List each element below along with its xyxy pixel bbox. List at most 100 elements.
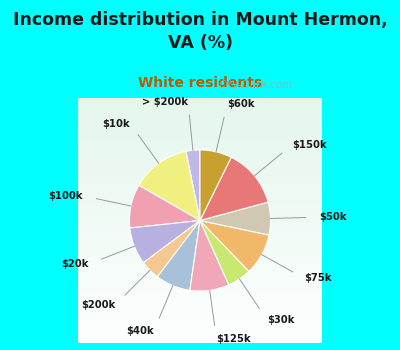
Wedge shape bbox=[200, 220, 269, 271]
Bar bbox=[43, 148, 357, 151]
Text: City-Data.com: City-Data.com bbox=[219, 80, 293, 90]
Wedge shape bbox=[200, 220, 249, 285]
Bar bbox=[43, 204, 357, 207]
Bar bbox=[43, 125, 357, 127]
Bar bbox=[43, 248, 357, 251]
Bar bbox=[43, 166, 357, 169]
Bar bbox=[43, 348, 357, 350]
Bar bbox=[43, 222, 357, 224]
Bar bbox=[43, 130, 357, 133]
Bar bbox=[43, 324, 357, 327]
Text: $30k: $30k bbox=[267, 315, 294, 324]
Wedge shape bbox=[130, 220, 200, 263]
Bar bbox=[43, 104, 357, 107]
Text: $60k: $60k bbox=[227, 99, 255, 109]
Text: $10k: $10k bbox=[102, 119, 130, 128]
Bar bbox=[43, 336, 357, 339]
Text: $50k: $50k bbox=[320, 212, 347, 222]
Bar bbox=[43, 301, 357, 304]
Bar bbox=[43, 298, 357, 301]
Bar bbox=[43, 80, 357, 83]
Bar bbox=[43, 345, 357, 348]
Bar bbox=[43, 292, 357, 295]
Bar bbox=[43, 254, 357, 257]
Bar bbox=[43, 286, 357, 289]
Bar bbox=[43, 251, 357, 254]
Bar bbox=[43, 262, 357, 266]
Bar bbox=[43, 69, 357, 71]
Bar bbox=[43, 224, 357, 228]
Text: $125k: $125k bbox=[216, 334, 251, 344]
Bar bbox=[43, 228, 357, 230]
Bar bbox=[43, 133, 357, 136]
Bar bbox=[43, 186, 357, 189]
Bar bbox=[43, 89, 357, 92]
Bar bbox=[43, 342, 357, 345]
Bar bbox=[43, 330, 357, 333]
Bar bbox=[43, 245, 357, 248]
Bar bbox=[43, 77, 357, 80]
Bar bbox=[43, 160, 357, 163]
Wedge shape bbox=[190, 220, 229, 291]
Bar bbox=[43, 213, 357, 216]
Wedge shape bbox=[200, 157, 268, 220]
Bar bbox=[43, 127, 357, 130]
Bar bbox=[43, 333, 357, 336]
Bar bbox=[43, 101, 357, 104]
Bar bbox=[43, 174, 357, 177]
Bar bbox=[43, 95, 357, 98]
Bar bbox=[43, 310, 357, 313]
Bar bbox=[43, 169, 357, 172]
Bar bbox=[43, 210, 357, 213]
Bar bbox=[43, 339, 357, 342]
Bar bbox=[43, 107, 357, 110]
Bar bbox=[43, 313, 357, 316]
Bar bbox=[43, 92, 357, 95]
Bar bbox=[43, 239, 357, 242]
Bar bbox=[43, 274, 357, 277]
Wedge shape bbox=[200, 202, 270, 235]
Bar bbox=[43, 295, 357, 298]
Bar bbox=[43, 145, 357, 148]
Bar bbox=[43, 183, 357, 186]
Bar bbox=[43, 304, 357, 307]
Bar bbox=[43, 119, 357, 121]
Text: Income distribution in Mount Hermon,
VA (%): Income distribution in Mount Hermon, VA … bbox=[13, 12, 387, 51]
Bar bbox=[43, 216, 357, 218]
Wedge shape bbox=[186, 150, 200, 220]
Text: $75k: $75k bbox=[304, 273, 332, 284]
Bar bbox=[43, 139, 357, 142]
Bar bbox=[43, 207, 357, 210]
Bar bbox=[43, 142, 357, 145]
Bar bbox=[43, 236, 357, 239]
Bar bbox=[43, 260, 357, 262]
Bar bbox=[43, 86, 357, 89]
Bar bbox=[43, 172, 357, 174]
Wedge shape bbox=[144, 220, 200, 277]
Wedge shape bbox=[130, 186, 200, 228]
Bar bbox=[43, 83, 357, 86]
Bar bbox=[43, 318, 357, 321]
Bar bbox=[43, 163, 357, 166]
Bar bbox=[43, 113, 357, 116]
Bar bbox=[43, 157, 357, 160]
Bar bbox=[43, 321, 357, 324]
Text: $200k: $200k bbox=[81, 300, 115, 310]
Bar bbox=[43, 195, 357, 198]
Bar bbox=[43, 233, 357, 236]
Bar bbox=[43, 316, 357, 318]
Bar bbox=[43, 201, 357, 204]
Bar bbox=[43, 180, 357, 183]
Bar bbox=[43, 198, 357, 201]
Text: $150k: $150k bbox=[292, 140, 327, 149]
Bar bbox=[43, 71, 357, 75]
Text: White residents: White residents bbox=[138, 76, 262, 90]
Bar bbox=[43, 75, 357, 77]
Bar bbox=[43, 280, 357, 283]
Bar bbox=[43, 154, 357, 157]
Bar bbox=[43, 218, 357, 222]
Bar bbox=[43, 230, 357, 233]
Bar bbox=[43, 151, 357, 154]
Bar bbox=[43, 307, 357, 310]
Bar bbox=[43, 289, 357, 292]
